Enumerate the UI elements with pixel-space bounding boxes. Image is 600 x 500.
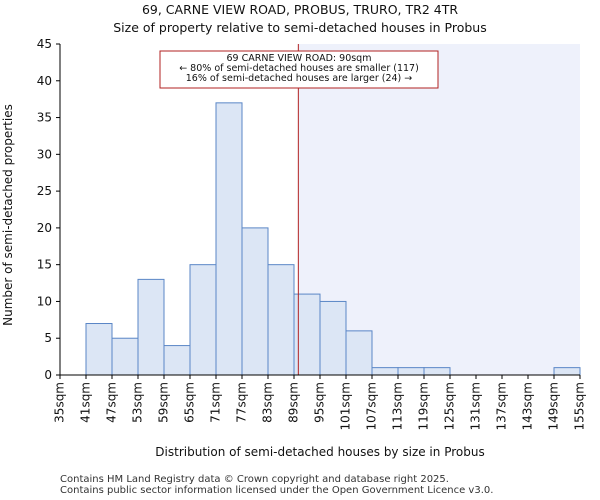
x-tick-label: 35sqm <box>53 382 67 423</box>
y-tick-label: 15 <box>37 258 52 272</box>
bar-95sqm <box>319 300 347 376</box>
footer-copyright: Contains HM Land Registry data © Crown c… <box>60 474 449 485</box>
x-tick-label: 125sqm <box>443 382 457 430</box>
x-tick-label: 59sqm <box>157 382 171 423</box>
x-tick-label: 71sqm <box>209 382 223 423</box>
x-tick-label: 137sqm <box>495 382 509 430</box>
y-tick-label: 20 <box>37 221 52 235</box>
x-tick-label: 41sqm <box>79 382 93 423</box>
bar-77sqm <box>241 227 269 376</box>
chart-subtitle: Size of property relative to semi-detach… <box>113 20 487 35</box>
y-tick-label: 35 <box>37 111 52 125</box>
y-tick-label: 5 <box>44 331 52 345</box>
annotation-line-larger: 16% of semi-detached houses are larger (… <box>185 73 413 84</box>
bar-149sqm <box>553 367 581 376</box>
bar-83sqm <box>267 264 295 376</box>
y-tick-label: 45 <box>37 37 52 51</box>
y-tick-label: 0 <box>44 368 52 382</box>
x-tick-label: 107sqm <box>365 382 379 430</box>
x-tick-label: 101sqm <box>339 382 353 430</box>
x-tick-label: 155sqm <box>573 382 587 430</box>
bar-119sqm <box>423 367 451 376</box>
bar-41sqm <box>85 323 113 376</box>
annotation-line-property: 69 CARNE VIEW ROAD: 90sqm <box>226 53 372 64</box>
footer-licence: Contains public sector information licen… <box>60 485 494 496</box>
y-tick-label: 40 <box>37 74 52 88</box>
annotation-line-smaller: ← 80% of semi-detached houses are smalle… <box>179 63 419 74</box>
x-axis-label: Distribution of semi-detached houses by … <box>155 445 485 459</box>
annotation-box <box>159 50 439 89</box>
y-axis-label: Number of semi-detached properties <box>1 104 15 326</box>
bar-101sqm <box>345 330 373 376</box>
x-tick-label: 131sqm <box>469 382 483 430</box>
bar-47sqm <box>111 337 139 376</box>
x-tick-label: 149sqm <box>547 382 561 430</box>
bar-65sqm <box>189 264 217 376</box>
x-tick-label: 83sqm <box>261 382 275 423</box>
x-tick-label: 113sqm <box>391 382 405 430</box>
x-tick-label: 53sqm <box>131 382 145 423</box>
bar-59sqm <box>163 345 191 376</box>
bar-53sqm <box>137 278 165 376</box>
chart-title: 69, CARNE VIEW ROAD, PROBUS, TRURO, TR2 … <box>141 2 459 17</box>
x-tick-label: 47sqm <box>105 382 119 423</box>
x-tick-label: 65sqm <box>183 382 197 423</box>
x-tick-label: 77sqm <box>235 382 249 423</box>
bar-71sqm <box>215 102 243 376</box>
x-tick-label: 95sqm <box>313 382 327 423</box>
x-tick-label: 119sqm <box>417 382 431 430</box>
y-tick-label: 25 <box>37 184 52 198</box>
x-tick-label: 89sqm <box>287 382 301 423</box>
y-tick-label: 10 <box>37 294 52 308</box>
bar-107sqm <box>371 367 399 376</box>
bar-113sqm <box>397 367 425 376</box>
y-tick-label: 30 <box>37 147 52 161</box>
x-tick-label: 143sqm <box>521 382 535 430</box>
